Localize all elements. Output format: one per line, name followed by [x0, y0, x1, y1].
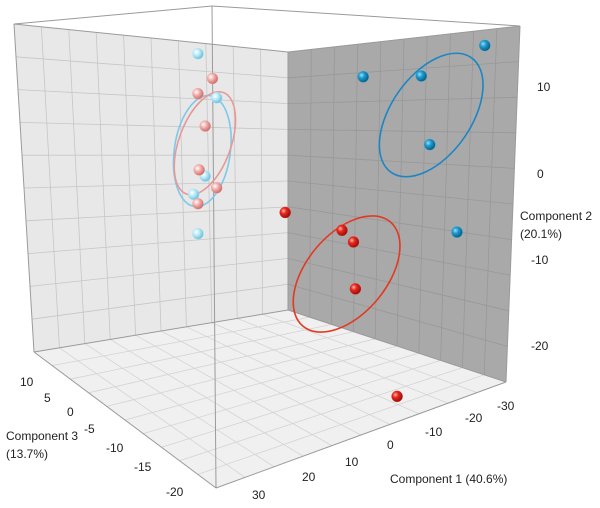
grid-line [27, 232, 289, 254]
left-wall [14, 24, 288, 352]
data-point [391, 390, 403, 403]
grid-line [179, 367, 463, 462]
grid-line [287, 129, 516, 134]
data-points [187, 39, 491, 403]
x-tick: -20 [465, 411, 483, 425]
z-axis-title-line-2: (13.7%) [6, 447, 48, 461]
y-tick: -10 [531, 253, 549, 267]
z-tick: -20 [166, 485, 184, 499]
axis-titles: Component 2 (20.1%) Component 3 (13.7%) … [6, 209, 592, 486]
grid-line [17, 89, 289, 104]
grid-line [143, 352, 419, 434]
data-point [210, 182, 223, 194]
data-point [192, 197, 204, 210]
data-point [199, 120, 211, 132]
grid-line [25, 206, 289, 222]
data-point [479, 39, 491, 52]
x-tick: -30 [497, 399, 515, 413]
z-tick: -10 [106, 441, 124, 455]
data-point [192, 48, 204, 60]
grid-line [287, 258, 509, 312]
y-axis-title-line-1: Component 2 [520, 209, 592, 223]
data-point [192, 87, 204, 100]
data-point [206, 72, 219, 85]
grid-line [70, 324, 332, 380]
z-tick: -15 [134, 460, 152, 474]
grid-line [88, 331, 354, 394]
data-point [193, 164, 205, 176]
grid-line [197, 374, 485, 475]
data-point [357, 71, 369, 83]
group-ellipse [378, 52, 484, 178]
grid-line [287, 180, 514, 205]
x-tick: 10 [345, 455, 359, 469]
cube-frame [13, 5, 521, 489]
grid-line [287, 61, 519, 79]
data-point [347, 236, 360, 248]
grid-line [15, 56, 289, 79]
grid-line [52, 316, 310, 366]
z-axis-title-line-1: Component 3 [6, 429, 78, 443]
grid-line [124, 345, 398, 421]
data-point [349, 283, 362, 295]
grid-line [287, 283, 508, 347]
z-tick: 0 [67, 405, 74, 419]
x-tick: -10 [425, 425, 443, 439]
data-point [187, 188, 200, 201]
tick-labels: 10 0 -10 -20 -30 -20 -10 0 10 20 30 10 5… [20, 80, 551, 502]
z-tick: -5 [84, 422, 95, 436]
grid-line [287, 154, 515, 169]
floor [34, 310, 506, 488]
grid-line [23, 180, 289, 189]
y-tick: 0 [537, 167, 544, 181]
x-axis-title: Component 1 (40.6%) [390, 472, 507, 486]
y-tick: 10 [537, 80, 551, 94]
data-point [192, 227, 204, 240]
x-tick: 30 [252, 488, 266, 502]
group-ellipse [292, 215, 401, 333]
z-tick: 10 [20, 375, 34, 389]
data-point [210, 92, 223, 104]
x-tick: 20 [302, 470, 316, 484]
grid-line [31, 283, 289, 320]
grid-line [287, 206, 512, 240]
grid-line [106, 338, 376, 407]
group-ellipse [173, 90, 237, 196]
grid-line [287, 96, 518, 104]
grid-line [19, 122, 289, 130]
z-tick: 5 [44, 391, 51, 405]
y-axis-title-line-2: (20.1%) [520, 227, 562, 241]
right-wall [288, 26, 520, 382]
grid-line [29, 258, 289, 287]
data-point [415, 70, 427, 82]
data-point [279, 206, 291, 219]
data-point [424, 138, 436, 151]
y-tick: -20 [531, 339, 549, 353]
grid-line [161, 360, 441, 448]
data-point [451, 226, 463, 238]
data-point [336, 224, 348, 237]
x-tick: 0 [387, 438, 394, 452]
